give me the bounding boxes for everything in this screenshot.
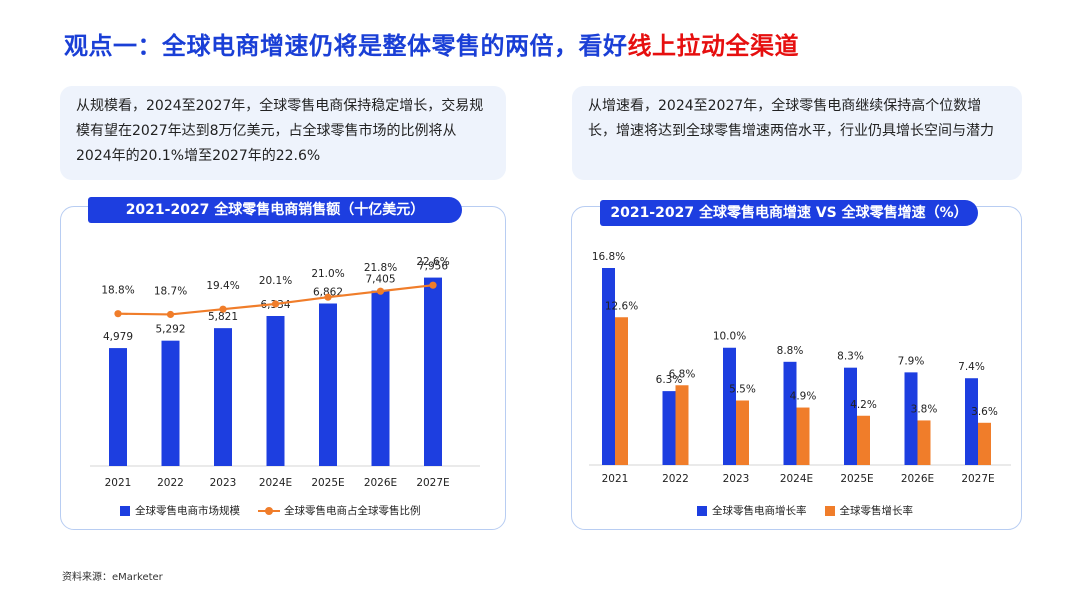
x-tick-label: 2021 xyxy=(602,473,629,485)
x-tick-label: 2024E xyxy=(780,473,813,485)
ecommerce-growth-bar xyxy=(904,372,918,465)
ecommerce-growth-bar xyxy=(783,361,797,465)
legend-label: 全球零售电商增长率 xyxy=(712,505,807,517)
retail-growth-bar xyxy=(675,385,689,465)
share-value-label: 18.8% xyxy=(101,285,134,297)
x-tick-label: 2026E xyxy=(364,477,397,489)
bar-value-label: 4,979 xyxy=(103,331,133,343)
share-value-label: 21.0% xyxy=(311,268,344,280)
x-tick-label: 2025E xyxy=(311,477,344,489)
retail-growth-bar xyxy=(796,407,810,465)
bar xyxy=(161,340,180,466)
retail-growth-bar xyxy=(857,415,870,465)
sales-legend: 全球零售电商市场规模 全球零售电商占全球零售比例 xyxy=(120,503,439,518)
legend-swatch-line xyxy=(258,506,280,516)
x-tick-label: 2022 xyxy=(662,473,689,485)
ecommerce-growth-bar xyxy=(844,367,857,465)
x-tick-label: 2027E xyxy=(961,473,994,485)
bar-value-label: 8.8% xyxy=(777,345,804,357)
legend-swatch-bar xyxy=(120,505,130,516)
share-point xyxy=(219,305,227,313)
share-point xyxy=(429,281,437,289)
note-growth: 从增速看，2024至2027年，全球零售电商继续保持高个位数增长，增速将达到全球… xyxy=(572,86,1022,180)
retail-growth-bar xyxy=(917,420,931,465)
bar-value-label: 8.3% xyxy=(837,351,864,363)
bar-value-label: 6.3% xyxy=(656,374,683,386)
retail-growth-bar xyxy=(615,317,628,465)
bar xyxy=(214,328,232,466)
legend-item-ecommerce-growth: 全球零售电商增长率 xyxy=(697,503,807,518)
share-point xyxy=(114,310,122,318)
retail-growth-bar xyxy=(978,422,991,465)
share-value-label: 21.8% xyxy=(364,262,397,274)
bar-value-label: 4.9% xyxy=(790,391,817,403)
x-tick-label: 2026E xyxy=(901,473,934,485)
legend-label: 全球零售电商占全球零售比例 xyxy=(284,505,421,517)
source-note: 资料来源：eMarketer xyxy=(62,572,163,583)
sales-chart: 4,97920215,29220225,82120236,3342024E6,8… xyxy=(90,256,480,489)
x-tick-label: 2021 xyxy=(105,477,132,489)
bar-value-label: 4.2% xyxy=(850,399,877,411)
bar-value-label: 10.0% xyxy=(713,331,746,343)
bar xyxy=(424,277,442,466)
bar-value-label: 7.4% xyxy=(958,361,985,373)
bar-value-label: 7,405 xyxy=(365,274,395,286)
legend-item-market-size: 全球零售电商市场规模 xyxy=(120,503,240,518)
legend-item-share: 全球零售电商占全球零售比例 xyxy=(258,503,421,518)
note-scale: 从规模看，2024至2027年，全球零售电商保持稳定增长，交易规模有望在2027… xyxy=(60,86,506,180)
page-title: 观点一：全球电商增速仍将是整体零售的两倍，看好线上拉动全渠道 xyxy=(64,26,799,61)
bar-value-label: 5,821 xyxy=(208,311,238,323)
growth-chart: 16.8% 12.6% 2021 6.3%6.8% 2022 10.0% 5.5% 2023 8… xyxy=(589,251,1011,485)
bar-value-label: 7.9% xyxy=(898,355,925,367)
ecommerce-growth-bar xyxy=(965,378,978,465)
x-tick-label: 2022 xyxy=(157,477,184,489)
bar-value-label: 12.6% xyxy=(605,300,638,312)
share-value-label: 19.4% xyxy=(206,280,239,292)
share-value-label: 22.6% xyxy=(416,256,449,268)
legend-item-retail-growth: 全球零售增长率 xyxy=(824,503,914,518)
bar-value-label: 7,956 xyxy=(418,261,448,273)
share-value-label: 20.1% xyxy=(259,275,292,287)
share-point xyxy=(324,293,332,301)
ecommerce-growth-bar xyxy=(602,268,615,465)
share-point xyxy=(271,300,280,308)
bar xyxy=(109,348,127,466)
bar xyxy=(266,316,285,466)
bar-value-label: 3.6% xyxy=(971,406,998,418)
bar-value-label: 5,292 xyxy=(155,324,185,336)
share-value-label: 18.7% xyxy=(154,285,187,297)
title-main: 观点一：全球电商增速仍将是整体零售的两倍，看好 xyxy=(64,32,628,60)
legend-swatch-blue xyxy=(697,505,707,516)
share-point xyxy=(376,287,385,295)
bar xyxy=(371,290,390,466)
x-tick-label: 2024E xyxy=(259,477,292,489)
bar-value-label: 5.5% xyxy=(729,384,756,396)
bar-value-label: 6.8% xyxy=(669,368,696,380)
x-tick-label: 2023 xyxy=(210,477,237,489)
bar-value-label: 16.8% xyxy=(592,251,625,263)
title-highlight: 线上拉动全渠道 xyxy=(627,32,799,60)
legend-label: 全球零售增长率 xyxy=(839,505,914,517)
x-tick-label: 2027E xyxy=(416,477,449,489)
retail-growth-bar xyxy=(736,400,749,465)
x-tick-label: 2025E xyxy=(840,473,873,485)
bar-value-label: 3.8% xyxy=(911,403,938,415)
growth-legend: 全球零售电商增长率 全球零售增长率 xyxy=(697,503,931,518)
ecommerce-growth-bar xyxy=(723,347,736,465)
chart-title-sales: 2021-2027 全球零售电商销售额（十亿美元） xyxy=(88,197,462,223)
share-point xyxy=(166,310,175,319)
legend-swatch-orange xyxy=(824,505,835,516)
legend-label: 全球零售电商市场规模 xyxy=(135,505,240,517)
chart-title-growth: 2021-2027 全球零售电商增速 VS 全球零售增速（%） xyxy=(600,200,978,226)
ecommerce-growth-bar xyxy=(662,391,676,465)
x-tick-label: 2023 xyxy=(723,473,750,485)
bar xyxy=(319,303,337,466)
